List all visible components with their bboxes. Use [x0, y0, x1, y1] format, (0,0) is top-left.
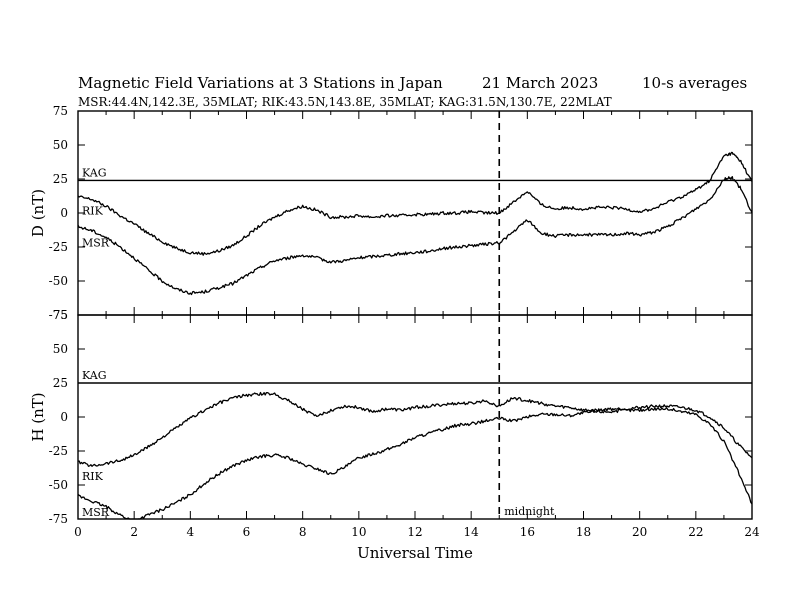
- chart-resolution: 10-s averages: [642, 74, 747, 92]
- x-tick-label: 14: [464, 525, 480, 539]
- x-tick-label: 10: [351, 525, 366, 539]
- x-tick-label: 24: [744, 525, 760, 539]
- series-label-msr: MSR: [82, 506, 110, 519]
- series-line-rik: [77, 391, 753, 467]
- x-tick-label: 2: [130, 525, 138, 539]
- y-tick-label: -75: [49, 308, 68, 322]
- y-tick-label: 50: [53, 138, 68, 152]
- x-tick-label: 12: [407, 525, 422, 539]
- series-label-rik: RIK: [82, 470, 104, 483]
- series-line-msr: [77, 406, 753, 520]
- series-line-msr: [77, 176, 753, 296]
- chart-date: 21 March 2023: [482, 74, 598, 92]
- x-axis-label: Universal Time: [357, 544, 473, 562]
- series-label-msr: MSR: [82, 237, 110, 250]
- y-tick-label: -50: [49, 478, 68, 492]
- series-label-kag: KAG: [82, 369, 107, 382]
- panels: -75 -50 -25 0 25 50 75 D (nT) KAG RIK MSR -75 -50 -25…: [29, 104, 760, 562]
- x-tick-label: 8: [299, 525, 307, 539]
- y-tick-label: 0: [60, 410, 68, 424]
- chart-title: Magnetic Field Variations at 3 Stations …: [78, 74, 443, 92]
- x-tick-label: 22: [688, 525, 703, 539]
- plot-frame: [77, 110, 753, 316]
- y-tick-label: 25: [53, 376, 68, 390]
- x-tick-label: 0: [74, 525, 82, 539]
- series-line-rik: [77, 151, 753, 256]
- y-tick-label: -25: [49, 240, 68, 254]
- x-tick-label: 18: [576, 525, 591, 539]
- series-label-kag: KAG: [82, 166, 107, 179]
- station-info: MSR:44.4N,142.3E, 35MLAT; RIK:43.5N,143.…: [78, 95, 612, 109]
- plot-frame: [77, 314, 753, 520]
- y-tick-label: -50: [49, 274, 68, 288]
- y-tick-label: -25: [49, 444, 68, 458]
- y-tick-label: 0: [60, 206, 68, 220]
- panel-top: -75 -50 -25 0 25 50 75 D (nT) KAG RIK MSR: [29, 104, 753, 322]
- y-tick-label: -75: [49, 512, 68, 526]
- y-tick-label: 25: [53, 172, 68, 186]
- y-tick-label: 50: [53, 342, 68, 356]
- y-tick-label: 75: [53, 308, 68, 322]
- x-tick-label: 20: [632, 525, 647, 539]
- midnight-label: midnight: [504, 505, 555, 518]
- y-axis-label: H (nT): [29, 392, 47, 441]
- x-tick-label: 6: [243, 525, 251, 539]
- y-tick-label: 75: [53, 104, 68, 118]
- series-label-rik: RIK: [82, 205, 104, 218]
- y-axis-label: D (nT): [29, 189, 47, 237]
- chart-header: Magnetic Field Variations at 3 Stations …: [78, 74, 747, 109]
- x-tick-label: 16: [520, 525, 535, 539]
- x-tick-label: 4: [187, 525, 195, 539]
